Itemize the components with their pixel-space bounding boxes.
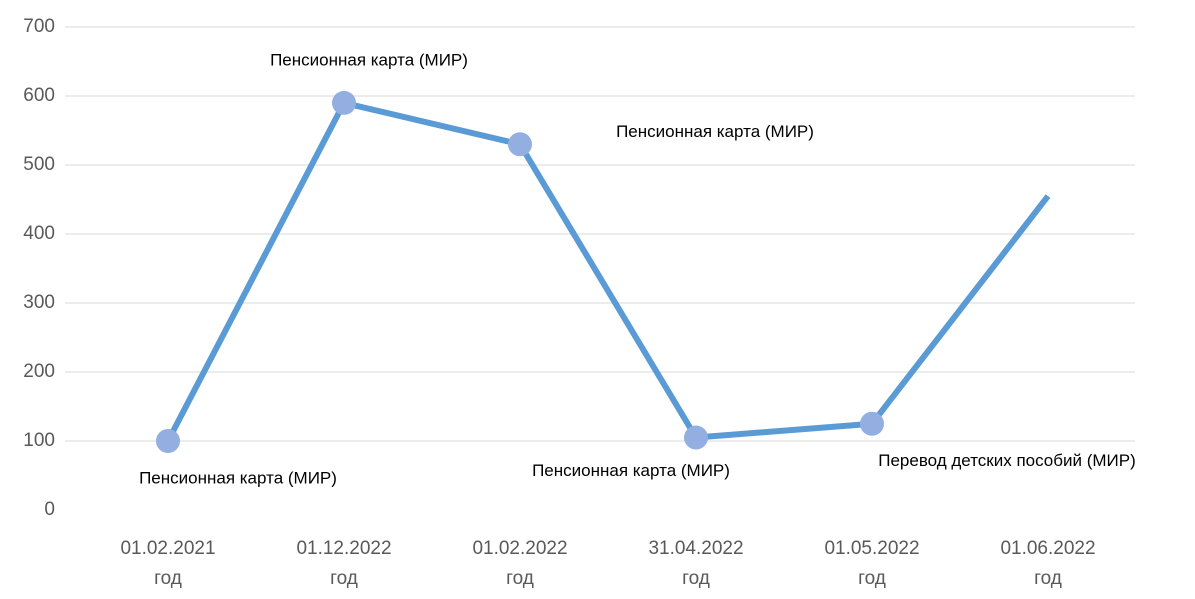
marker [508,132,532,157]
point-label: Пенсионная карта (МИР) [139,468,337,487]
y-tick-label: 600 [23,85,55,106]
marker [332,90,356,115]
y-tick-label: 300 [23,292,55,313]
point-label: Пенсионная карта (МИР) [270,50,468,69]
x-tick-label: 01.06.2022 год [1000,538,1096,589]
point-label: Пенсионная карта (МИР) [616,122,814,141]
y-tick-label: 0 [44,499,55,520]
marker [860,411,884,436]
y-tick-label: 100 [23,430,55,451]
point-label: Перевод детских пособий (МИР) [878,451,1136,470]
x-tick-label: 01.12.2022 год [296,538,392,589]
y-tick-label: 500 [23,154,55,175]
point-label: Пенсионная карта (МИР) [532,461,730,480]
x-tick-label: 01.02.2021 год [120,538,216,589]
y-tick-label: 400 [23,223,55,244]
marker [156,429,180,453]
x-tick-label: 31.04.2022 год [648,538,744,589]
x-tick-label: 01.05.2022 год [824,538,920,589]
y-tick-label: 200 [23,361,55,382]
line [165,99,1051,443]
marker [684,425,708,450]
y-tick-label: 700 [23,16,55,37]
x-tick-label: 01.02.2022 год [472,538,568,589]
